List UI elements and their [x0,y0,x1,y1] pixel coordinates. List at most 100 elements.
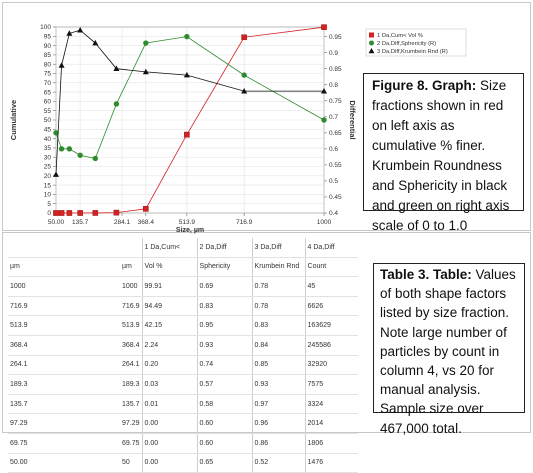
table-row: 69.75 69.75 0.00 0.60 0.86 1806 [8,433,358,454]
x-axis-tick-label: 368.4 [138,219,155,226]
table-cell: 0.60 [196,433,253,454]
series-2-point [184,33,190,40]
table-cell: 0.65 [196,453,253,473]
left-axis-tick-label: 100 [40,24,51,31]
series-2-point [53,130,59,136]
series-2-line [55,36,325,159]
series-2-point [77,152,83,158]
table-cell: 7575 [304,374,358,395]
left-axis-tick-label: 95 [44,34,52,41]
left-axis-tick-label: 85 [44,52,52,59]
table-cell: 3324 [304,394,358,415]
table-cell: 0.03 [141,374,198,395]
table-cell: 716.9 [120,296,143,317]
table-row: 1000 1000 99.91 0.69 0.78 45 [8,276,358,297]
right-axis-tick-label: 0.7 [329,114,338,121]
table-cell: 0.74 [196,355,253,376]
left-axis-tick-label: 70 [44,80,52,87]
table-header-row: 1 Da,Cum< 2 Da,Diff 3 Da,Diff 4 Da,Diff [8,238,358,258]
table-cell: 189.3 [120,374,143,395]
table-cell: 94.49 [141,296,198,317]
table-cell: 163629 [304,315,358,336]
legend-marker [369,32,374,38]
table-cell: 245586 [304,335,358,356]
size-fraction-table-body: 1 Da,Cum< 2 Da,Diff 3 Da,Diff 4 Da,Diff µm µm… [8,238,358,473]
table-cell: 0.97 [251,394,306,415]
table-cell: 135.7 [8,394,120,415]
table-cell: 513.9 [8,315,120,336]
table-cell [120,238,143,258]
table-row: 50.00 50 0.00 0.65 0.52 1476 [8,453,358,473]
table-cell: 2.24 [141,335,198,356]
table-cell: 1 Da,Cum< [141,238,198,258]
series-3-point [77,27,84,33]
left-axis-tick-label: 80 [44,61,52,68]
table-cell: 189.3 [8,374,120,395]
left-axis-tick-label: 65 [44,89,52,96]
table-cell: 0.78 [251,276,306,297]
table-cell: Vol % [141,257,198,278]
table-header-row: µm µm Vol % Sphericity Krumbein Rnd Count [8,257,358,278]
series-3-point [53,171,59,177]
table-cell: 0.95 [196,315,253,336]
table-cell: 1000 [8,276,120,297]
series-1-point [113,209,120,216]
series-1-point [92,210,99,216]
x-axis-tick-label: 135.7 [72,219,89,226]
table-cell: 0.58 [196,394,253,415]
table-cell: 2 Da,Diff [196,238,253,258]
series-3-point [58,62,65,68]
series-1-point [184,131,190,138]
left-axis-tick-label: 5 [47,201,51,208]
left-axis-tick-label: 60 [44,99,52,106]
table-row: 716.9 716.9 94.49 0.83 0.78 6626 [8,296,358,317]
right-axis-tick-label: 0.4 [329,210,338,217]
size-fraction-table: 1 Da,Cum< 2 Da,Diff 3 Da,Diff 4 Da,Diff µm µm… [8,238,358,473]
series-2-point [241,72,247,78]
legend-label: 2 Da,Diff,Sphericity (R) [377,41,436,47]
series-1-point [321,24,327,30]
series-1-point [241,34,247,41]
right-axis-tick-label: 0.55 [329,162,342,169]
table-cell: 1000 [120,276,143,297]
left-axis-tick-label: 55 [44,108,52,115]
series-2-point [321,117,327,123]
right-axis-tick-label: 0.5 [329,178,338,185]
series-3-line [55,29,324,175]
left-axis-tick-label: 40 [44,136,52,143]
left-axis-title: Cumulative [9,100,18,140]
series-1-point [66,210,73,216]
table-cell: 716.9 [8,296,120,317]
table-cell: 0.00 [141,413,198,434]
right-axis-tick-label: 0.45 [329,194,342,201]
series-1-line [56,26,325,214]
table-cell: 97.29 [8,413,120,434]
x-axis-title: Size, µm [176,227,204,234]
series-3-point [66,30,73,36]
table-cell: 99.91 [141,276,198,297]
left-axis-tick-label: 20 [44,173,52,180]
table-cell: 0.57 [196,374,253,395]
table-cell: 2014 [304,413,358,434]
right-axis-tick-label: 0.6 [329,146,338,153]
legend-label: 3 Da,Diff,Krumbein Rnd (R) [377,49,448,55]
series-3-point [241,87,248,94]
table-cell [8,238,120,258]
x-axis-tick-label: 1000 [317,219,332,226]
left-axis-tick-label: 25 [44,164,52,171]
right-axis-tick-label: 0.9 [329,50,338,57]
table-cell: 0.85 [251,355,306,376]
table-cell: 45 [304,276,358,297]
table-cell: 1806 [304,433,358,454]
table-cell: 69.75 [120,433,143,454]
table-cell: µm [120,257,143,278]
right-axis-title: Differential [348,100,357,139]
table-cell: 0.84 [251,335,306,356]
table-cell: 0.83 [196,296,253,317]
series-1-point [77,210,83,216]
right-axis-tick-label: 0.95 [329,34,342,41]
table-cell: 0.69 [196,276,253,297]
x-axis-tick-label: 716.9 [236,219,253,226]
figure-caption-title: Figure 8. Graph: [372,78,477,93]
series-2-point [58,146,65,152]
